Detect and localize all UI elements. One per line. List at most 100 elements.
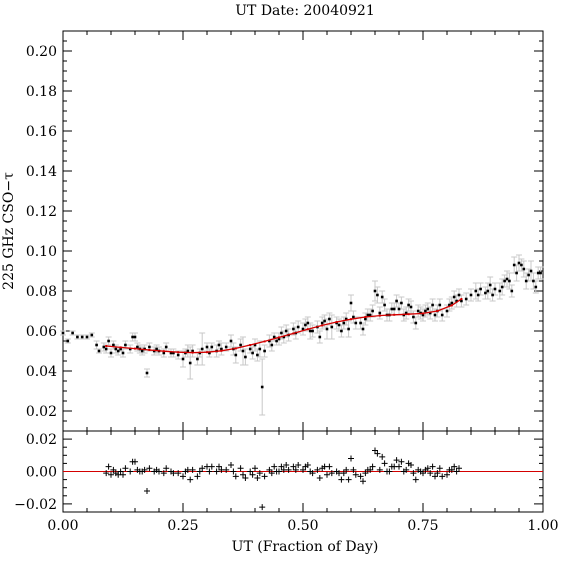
data-point [361, 327, 365, 331]
data-point [508, 279, 511, 283]
x-tick-label: 0.75 [407, 518, 438, 534]
residual-point [343, 466, 350, 473]
residual-point [314, 466, 321, 473]
residual-point [271, 463, 278, 470]
residual-point [376, 466, 383, 473]
residual-point [232, 473, 239, 480]
data-point [97, 349, 101, 353]
data-point [534, 285, 538, 289]
residual-point [249, 471, 256, 478]
residual-point [448, 466, 455, 473]
fit-point [191, 351, 194, 354]
data-point [251, 351, 254, 355]
fit-point [263, 340, 266, 343]
residual-point [362, 470, 369, 477]
fit-point [278, 336, 280, 339]
chart-title: UT Date: 20040921 [235, 3, 375, 19]
residual-point [456, 465, 462, 472]
data-point [337, 323, 341, 327]
data-point [112, 343, 115, 347]
fit-point [422, 312, 424, 315]
x-tick-label: 0.00 [47, 518, 78, 534]
data-point [416, 309, 420, 313]
data-point [404, 311, 408, 315]
data-point [380, 295, 384, 299]
fit-point [206, 351, 208, 354]
data-point [181, 357, 185, 361]
data-point [397, 307, 401, 311]
data-point [457, 293, 461, 297]
residual-point [424, 465, 431, 472]
data-point [395, 299, 398, 303]
residual-point [261, 473, 268, 480]
residual-point [175, 470, 182, 477]
data-point [448, 303, 451, 307]
residual-point [403, 466, 410, 473]
data-point [383, 303, 386, 307]
data-point [200, 347, 204, 351]
fit-point [364, 316, 367, 318]
data-point [460, 299, 463, 303]
data-point [349, 301, 353, 305]
main-panel: 0.02 0.04 0.06 0.08 0.10 0.12 0.14 0.16 0.18 0.20 [26, 30, 544, 432]
data-point [256, 353, 259, 357]
x-axis-label: UT (Fraction of Day) [232, 539, 379, 555]
data-point [169, 351, 173, 355]
residual-point [117, 468, 124, 475]
residual-point [213, 468, 220, 475]
x-tick-label: 0.25 [167, 518, 198, 534]
residual-point [223, 466, 230, 473]
fit-point [148, 349, 151, 351]
data-point [210, 345, 214, 349]
y-tick-label: 0.14 [26, 164, 57, 180]
data-point [474, 289, 478, 293]
y-tick-label: 0.08 [26, 284, 57, 300]
data-point [282, 335, 286, 339]
fit-point [378, 314, 381, 317]
fit-point [292, 332, 295, 335]
data-point [503, 279, 506, 283]
fit-point [306, 328, 309, 331]
data-point [522, 267, 526, 271]
residual-point [338, 476, 345, 483]
data-point [392, 307, 396, 311]
data-point [80, 335, 84, 339]
data-point [275, 339, 278, 343]
residual-point [237, 465, 244, 472]
data-point [76, 335, 79, 339]
data-point [229, 339, 233, 343]
data-point [102, 345, 106, 349]
data-point [520, 263, 523, 267]
data-point [484, 291, 487, 295]
fit-point [105, 345, 108, 347]
data-point [536, 271, 540, 275]
data-point [191, 349, 194, 353]
residual-point [340, 470, 347, 477]
data-point [248, 347, 252, 351]
residual-point [381, 460, 388, 467]
data-point [145, 371, 149, 375]
residual-point [326, 463, 333, 470]
data-point [450, 301, 454, 305]
data-point [378, 311, 382, 315]
data-point [493, 287, 497, 291]
residual-point [408, 462, 414, 469]
x-tick-label: 0.50 [287, 518, 318, 534]
data-point [510, 289, 514, 293]
residual-point [127, 468, 134, 475]
residual-point [427, 470, 434, 477]
data-point [325, 327, 329, 331]
data-point [424, 309, 427, 313]
data-point [347, 327, 350, 331]
residual-point [259, 504, 266, 511]
data-point [162, 351, 166, 355]
residual-point [247, 468, 254, 475]
data-point [114, 347, 118, 351]
residual-panel: 0.00 0.25 0.50 0.75 1.00 −0.02 0.00 0.02 [14, 430, 559, 534]
data-point [390, 307, 394, 311]
data-point [268, 339, 271, 343]
data-point [148, 345, 151, 349]
data-point [368, 313, 372, 317]
data-point [491, 293, 494, 297]
